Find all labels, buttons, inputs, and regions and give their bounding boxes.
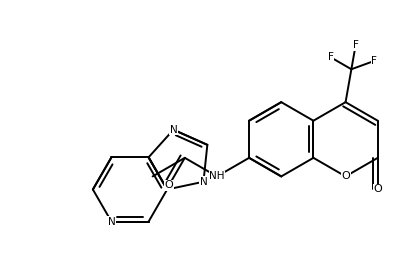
- Text: O: O: [164, 180, 173, 190]
- Text: F: F: [327, 52, 332, 62]
- Text: F: F: [352, 41, 358, 50]
- Text: O: O: [373, 184, 381, 194]
- Text: F: F: [370, 56, 376, 66]
- Text: NH: NH: [209, 171, 224, 181]
- Text: N: N: [107, 217, 115, 227]
- Text: O: O: [340, 171, 349, 181]
- Text: N: N: [199, 177, 207, 187]
- Text: N: N: [169, 125, 177, 135]
